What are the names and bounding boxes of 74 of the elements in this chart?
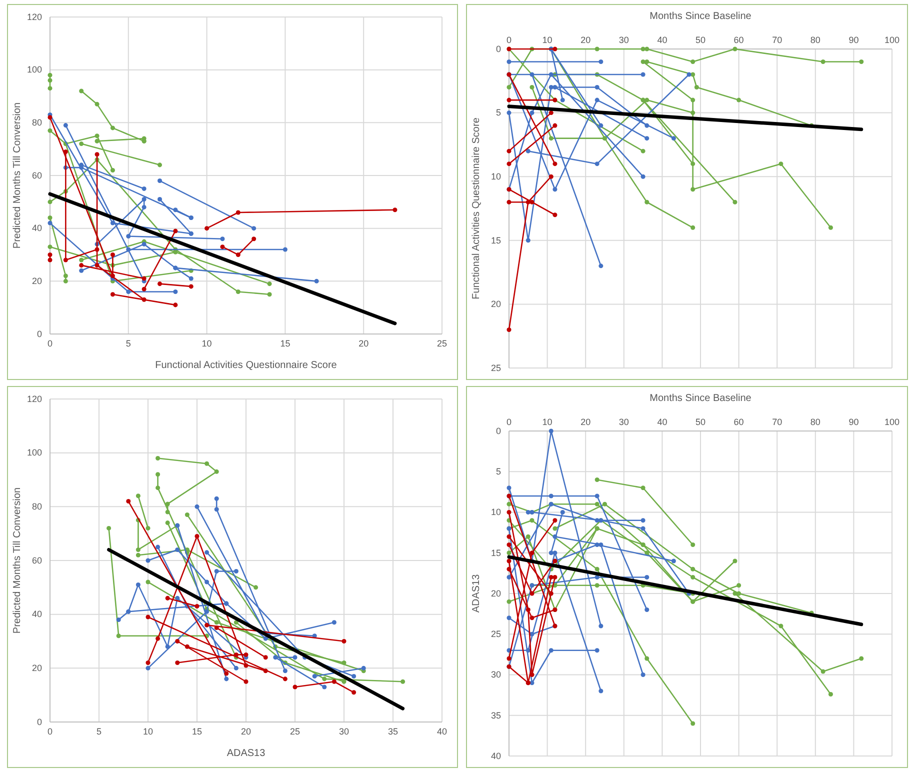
x-tick-label: 0 — [506, 417, 512, 427]
y-tick-label: 10 — [490, 507, 501, 518]
y-tick-label: 30 — [490, 670, 501, 680]
y-tick-label: 80 — [32, 118, 42, 128]
x-tick-label: 0 — [47, 338, 53, 348]
x-tick-label: 60 — [734, 417, 744, 427]
x-tick-label: 100 — [884, 417, 900, 427]
y-axis-title: Predicted Months Till Conversion — [12, 487, 23, 634]
x-tick-label: 10 — [542, 417, 552, 427]
y-tick-label: 60 — [32, 555, 42, 566]
x-tick-label: 90 — [848, 35, 859, 45]
x-tick-label: 0 — [47, 726, 53, 736]
y-tick-label: 15 — [490, 548, 501, 558]
x-tick-label: 70 — [772, 35, 782, 45]
x-tick-label: 70 — [772, 417, 782, 427]
x-tick-label: 40 — [436, 726, 448, 736]
y-axis-title: ADAS13 — [471, 574, 482, 613]
y-tick-label: 120 — [26, 394, 42, 404]
x-tick-label: 50 — [695, 417, 706, 427]
y-axis-title: Predicted Months Till Conversion — [12, 102, 23, 249]
x-tick-label: 20 — [358, 338, 369, 348]
y-tick-label: 15 — [490, 235, 501, 246]
x-tick-label: 80 — [810, 417, 820, 427]
y-tick-label: 35 — [490, 710, 501, 720]
x-tick-label: 0 — [506, 35, 512, 45]
y-tick-label: 40 — [490, 750, 501, 761]
y-tick-label: 0 — [36, 328, 42, 339]
x-tick-label: 15 — [280, 338, 290, 348]
y-tick-label: 25 — [490, 362, 501, 373]
x-tick-label: 30 — [338, 726, 350, 736]
x-tick-label: 10 — [542, 35, 552, 45]
x-tick-label: 10 — [202, 338, 212, 348]
x-tick-label: 60 — [734, 35, 744, 45]
y-tick-label: 10 — [490, 171, 501, 182]
y-tick-label: 120 — [26, 12, 42, 22]
x-tick-label: 10 — [142, 726, 154, 736]
x-tick-label: 80 — [810, 35, 820, 45]
x-tick-label: 100 — [884, 35, 900, 45]
y-tick-label: 20 — [490, 299, 501, 310]
y-tick-label: 0 — [496, 44, 501, 54]
x-tick-label: 50 — [695, 35, 706, 45]
x-tick-label: 5 — [96, 726, 102, 736]
y-tick-label: 100 — [26, 64, 42, 75]
x-tick-label: 20 — [240, 726, 252, 736]
y-tick-label: 20 — [32, 276, 42, 286]
x-tick-label: 90 — [848, 417, 859, 427]
y-tick-label: 5 — [496, 466, 501, 477]
x-tick-label: 5 — [126, 338, 131, 348]
x-axis-title: Months Since Baseline — [650, 11, 752, 22]
y-tick-label: 20 — [490, 588, 501, 598]
y-tick-label: 40 — [32, 609, 42, 620]
x-tick-label: 35 — [388, 726, 398, 736]
y-tick-label: 60 — [32, 170, 42, 180]
x-tick-label: 20 — [580, 35, 591, 45]
y-tick-label: 25 — [490, 629, 501, 640]
x-tick-label: 30 — [618, 35, 629, 45]
x-axis-title: Months Since Baseline — [650, 393, 752, 404]
x-tick-label: 40 — [657, 417, 668, 427]
y-tick-label: 80 — [32, 502, 42, 512]
x-tick-label: 15 — [192, 726, 202, 736]
x-axis-title: Functional Activities Questionnaire Score — [155, 360, 338, 371]
y-tick-label: 5 — [496, 108, 501, 118]
x-tick-label: 30 — [618, 417, 629, 427]
y-tick-label: 0 — [36, 716, 42, 727]
y-tick-label: 40 — [32, 223, 42, 234]
x-tick-label: 20 — [580, 417, 591, 427]
x-axis-title: ADAS13 — [226, 748, 266, 759]
y-tick-label: 100 — [26, 448, 42, 458]
y-axis-title: Functional Activities Questionnaire Score — [471, 117, 482, 300]
y-tick-label: 20 — [32, 663, 42, 674]
x-tick-label: 25 — [436, 338, 448, 348]
x-tick-label: 25 — [290, 726, 300, 736]
y-tick-label: 0 — [496, 426, 501, 436]
x-tick-label: 40 — [657, 35, 668, 45]
